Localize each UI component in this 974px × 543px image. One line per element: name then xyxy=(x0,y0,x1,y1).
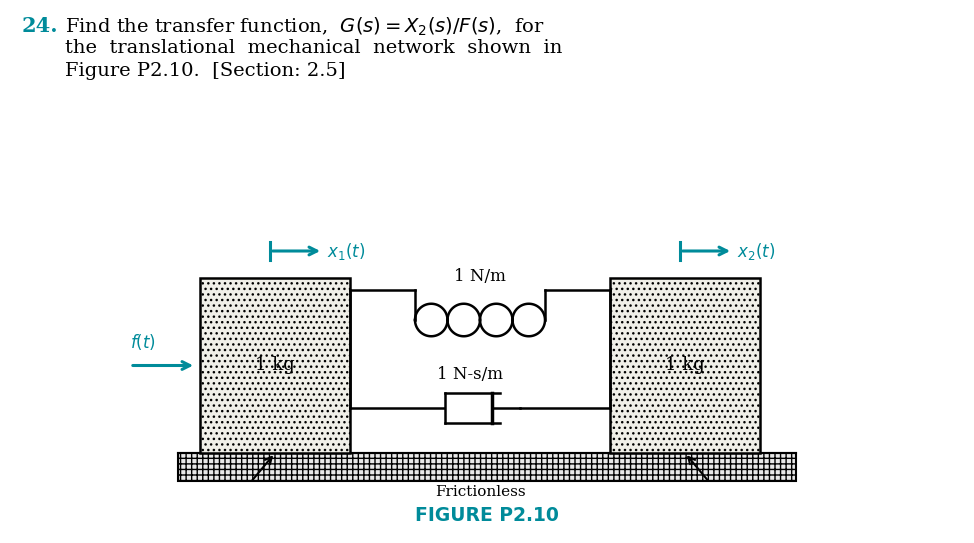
Text: the  translational  mechanical  network  shown  in: the translational mechanical network sho… xyxy=(65,39,562,57)
Text: $f(t)$: $f(t)$ xyxy=(130,331,156,351)
Text: 1 N-s/m: 1 N-s/m xyxy=(437,366,503,383)
Bar xyxy=(178,453,796,481)
Text: 1 kg: 1 kg xyxy=(255,357,295,375)
Bar xyxy=(610,278,760,453)
Bar xyxy=(200,278,350,453)
Text: 1 N/m: 1 N/m xyxy=(454,268,506,285)
Text: 24.: 24. xyxy=(22,16,58,36)
Text: FIGURE P2.10: FIGURE P2.10 xyxy=(415,506,559,525)
Text: $x_2(t)$: $x_2(t)$ xyxy=(737,241,775,262)
Text: 1 kg: 1 kg xyxy=(665,357,705,375)
Text: $x_1(t)$: $x_1(t)$ xyxy=(327,241,365,262)
Text: Frictionless: Frictionless xyxy=(434,485,525,499)
Text: Figure P2.10.  [Section: 2.5]: Figure P2.10. [Section: 2.5] xyxy=(65,62,346,80)
Text: Find the transfer function,  $G(s) = X_2(s)/F(s)$,  for: Find the transfer function, $G(s) = X_2(… xyxy=(65,16,544,39)
Bar xyxy=(444,393,500,423)
